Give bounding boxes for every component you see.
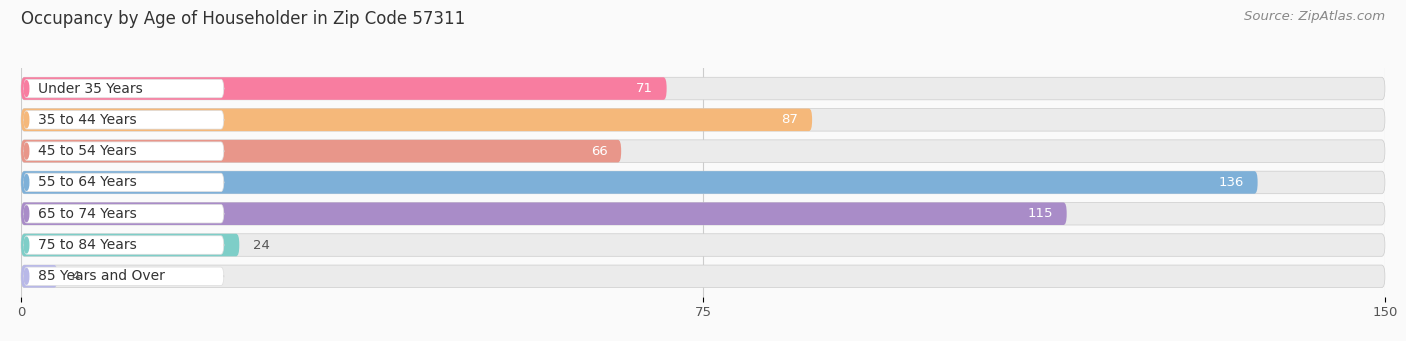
FancyBboxPatch shape [21, 203, 1385, 225]
Text: 45 to 54 Years: 45 to 54 Years [38, 144, 136, 158]
Text: 136: 136 [1219, 176, 1244, 189]
Text: 115: 115 [1028, 207, 1053, 220]
Circle shape [24, 175, 28, 190]
FancyBboxPatch shape [21, 77, 666, 100]
FancyBboxPatch shape [24, 173, 224, 192]
FancyBboxPatch shape [21, 265, 58, 287]
Text: 4: 4 [72, 270, 80, 283]
Text: 85 Years and Over: 85 Years and Over [38, 269, 165, 283]
FancyBboxPatch shape [21, 108, 1385, 131]
FancyBboxPatch shape [24, 110, 224, 129]
FancyBboxPatch shape [21, 265, 1385, 287]
FancyBboxPatch shape [24, 142, 224, 160]
Text: 55 to 64 Years: 55 to 64 Years [38, 175, 136, 190]
Circle shape [24, 112, 28, 128]
Text: Under 35 Years: Under 35 Years [38, 81, 143, 95]
FancyBboxPatch shape [24, 267, 224, 285]
FancyBboxPatch shape [21, 108, 813, 131]
Circle shape [24, 237, 28, 253]
FancyBboxPatch shape [21, 140, 621, 162]
Text: 65 to 74 Years: 65 to 74 Years [38, 207, 136, 221]
FancyBboxPatch shape [21, 77, 1385, 100]
Text: 75 to 84 Years: 75 to 84 Years [38, 238, 136, 252]
FancyBboxPatch shape [21, 234, 239, 256]
Circle shape [24, 81, 28, 97]
FancyBboxPatch shape [24, 79, 224, 98]
FancyBboxPatch shape [21, 171, 1385, 194]
FancyBboxPatch shape [21, 203, 1067, 225]
Text: Source: ZipAtlas.com: Source: ZipAtlas.com [1244, 10, 1385, 23]
FancyBboxPatch shape [24, 236, 224, 254]
Text: 71: 71 [636, 82, 652, 95]
Text: 66: 66 [591, 145, 607, 158]
Text: 87: 87 [782, 113, 799, 126]
FancyBboxPatch shape [21, 140, 1385, 162]
Circle shape [24, 206, 28, 222]
Circle shape [24, 143, 28, 159]
FancyBboxPatch shape [21, 234, 1385, 256]
FancyBboxPatch shape [21, 171, 1257, 194]
Circle shape [24, 268, 28, 284]
FancyBboxPatch shape [24, 205, 224, 223]
Text: 24: 24 [253, 239, 270, 252]
Text: 35 to 44 Years: 35 to 44 Years [38, 113, 136, 127]
Text: Occupancy by Age of Householder in Zip Code 57311: Occupancy by Age of Householder in Zip C… [21, 10, 465, 28]
